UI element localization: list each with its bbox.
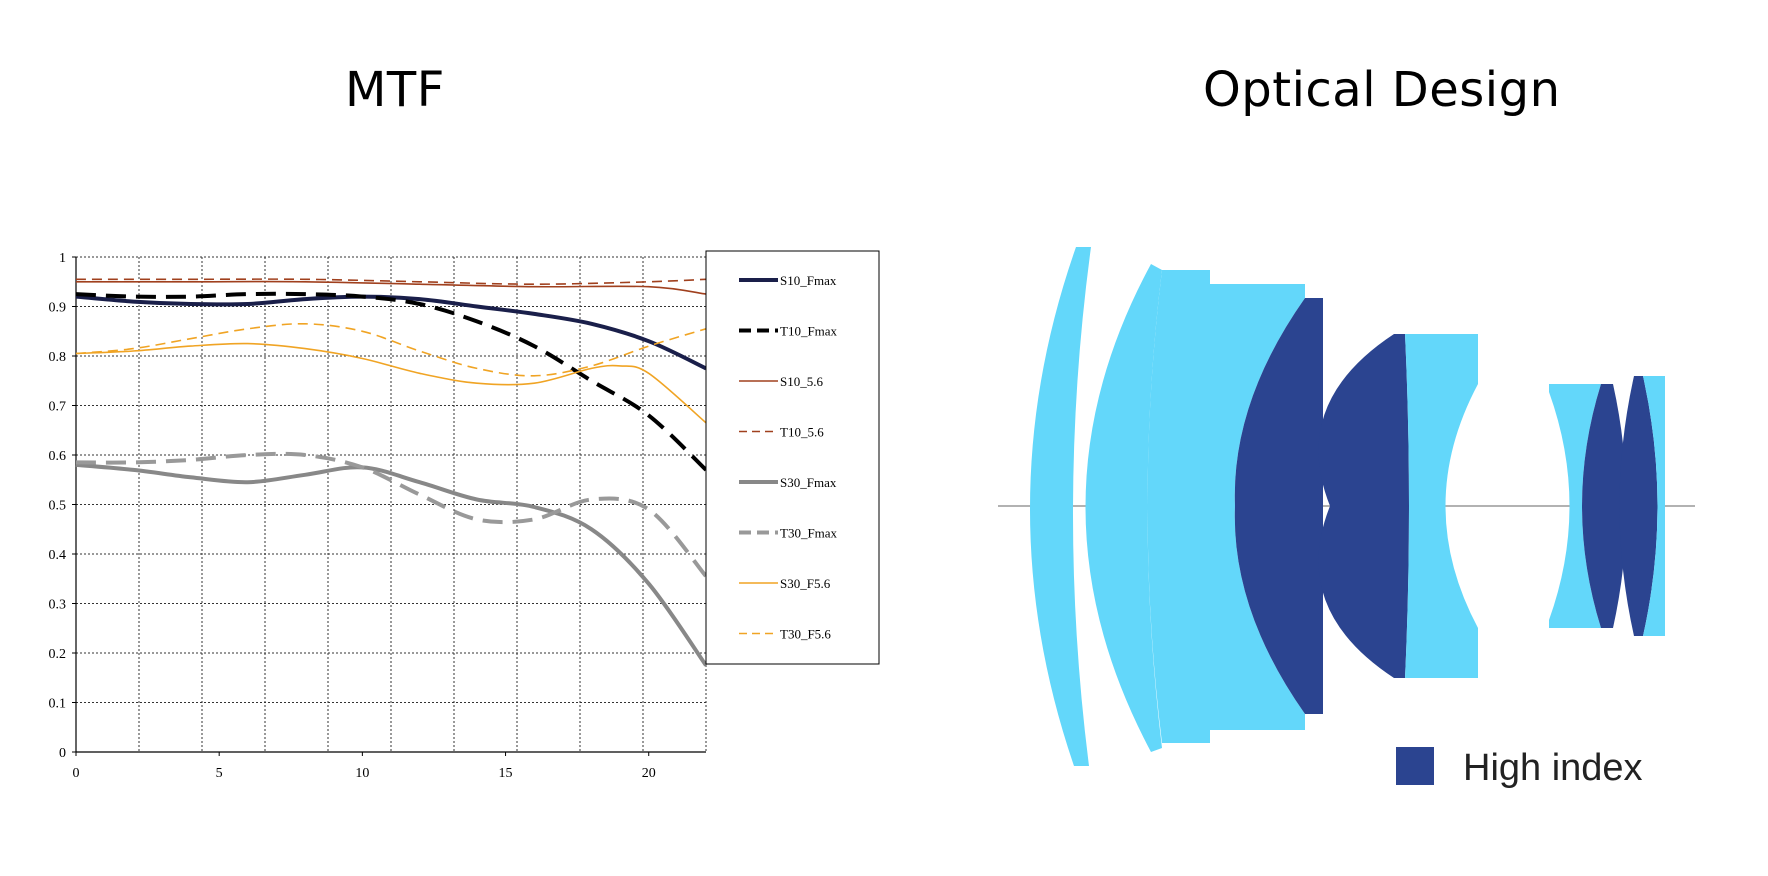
x-tick-label: 10 [355, 766, 369, 781]
y-tick-label: 0.5 [49, 499, 67, 514]
lens-element-5-high-index [1234, 298, 1323, 714]
lens-element-1 [1029, 247, 1091, 766]
x-tick-label: 5 [216, 766, 223, 781]
mtf-title: MTF [345, 62, 445, 118]
y-tick-label: 0.1 [49, 697, 67, 712]
legend-label: T30_Fmax [780, 526, 838, 541]
series-line-t10-fmax [75, 291, 708, 472]
lens-elements [1029, 247, 1665, 766]
legend-box [705, 250, 880, 665]
high-index-swatch [1396, 747, 1434, 785]
chart-ticks: 00.10.20.30.40.50.60.70.80.910 5 10 15 20 [49, 251, 656, 781]
lens-element-8 [1549, 384, 1601, 628]
lens-element-6-high-index [1318, 334, 1409, 678]
x-tick-label: 15 [499, 766, 513, 781]
series-line-s10-5-6 [76, 280, 707, 295]
lens-element-3 [1147, 270, 1210, 743]
series-line-t10-5-6 [75, 278, 707, 286]
legend-label: T10_5.6 [780, 425, 824, 440]
legend-label: S30_F5.6 [780, 576, 831, 591]
x-tick-label: 20 [642, 766, 656, 781]
high-index-key: High index [1396, 747, 1643, 789]
y-tick-label: 0.2 [49, 647, 67, 662]
series-line-s30-f5-6 [75, 342, 707, 424]
chart-legend: S10_Fmax T10_Fmax S10_5.6 T10_5.6 S30_Fmax T3… [705, 250, 880, 665]
lens-element-10-high-index [1619, 376, 1658, 636]
y-tick-label: 0.7 [49, 400, 67, 415]
chart-grid [76, 256, 707, 752]
y-tick-label: 0.3 [49, 598, 67, 613]
y-tick-label: 0.9 [49, 301, 67, 316]
legend-label: S10_Fmax [780, 273, 837, 288]
lens-element-9-high-index [1582, 384, 1627, 628]
series-line-t30-f5-6 [75, 322, 707, 377]
lens-element-2 [1085, 264, 1162, 752]
optical-design-title: Optical Design [1203, 62, 1561, 118]
y-tick-label: 0.8 [49, 350, 67, 365]
legend-label: T30_F5.6 [780, 627, 831, 642]
series-line-t30-fmax [75, 451, 708, 578]
chart-series [75, 278, 708, 667]
lens-element-4 [1210, 284, 1305, 730]
mtf-chart: 00.10.20.30.40.50.60.70.80.910 5 10 15 20 S1… [49, 250, 880, 781]
series-line-s10-fmax [75, 294, 707, 371]
y-tick-label: 1 [59, 251, 66, 266]
y-tick-label: 0 [59, 746, 66, 761]
x-tick-label: 0 [73, 766, 80, 781]
lens-element-7 [1405, 334, 1478, 678]
optical-diagram: High index [998, 247, 1695, 789]
legend-label: T10_Fmax [780, 324, 838, 339]
legend-label: S10_5.6 [780, 374, 823, 389]
high-index-label: High index [1463, 747, 1643, 789]
y-tick-label: 0.6 [49, 449, 67, 464]
series-line-s30-fmax [75, 462, 708, 667]
lens-element-11 [1643, 376, 1665, 636]
legend-label: S30_Fmax [780, 475, 837, 490]
y-tick-label: 0.4 [49, 548, 67, 563]
